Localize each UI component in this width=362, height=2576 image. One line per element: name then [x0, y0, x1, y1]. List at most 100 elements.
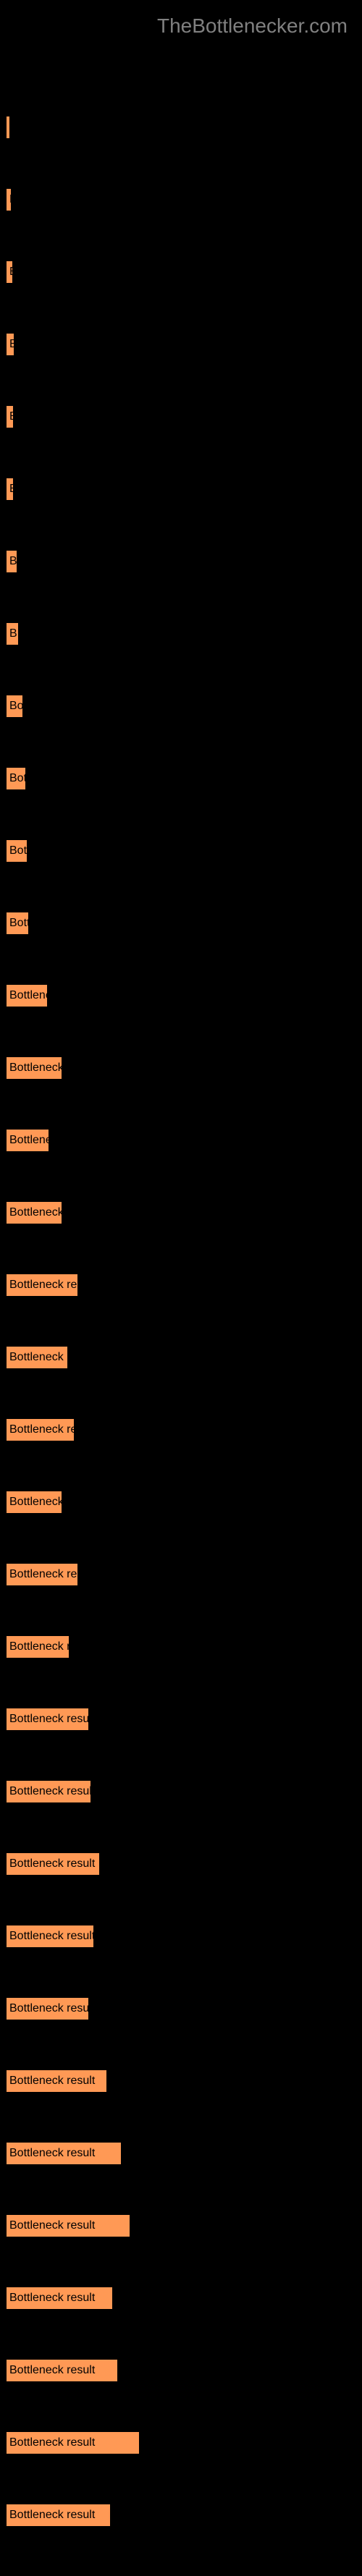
- bar-row: Bottleneck result: [6, 2504, 362, 2527]
- bar-label: B: [9, 193, 12, 206]
- bar-label: B: [9, 338, 14, 351]
- bar-row: Bottleneck result: [6, 1708, 362, 1731]
- bar-row: Bottleneck result: [6, 2069, 362, 2093]
- bar-row: B: [6, 260, 362, 284]
- bar-label: Bottleneck result: [9, 2436, 95, 2449]
- bar: B: [6, 405, 14, 428]
- bar-label: Bottleneck re: [9, 1496, 62, 1509]
- bar-row: Bottleneck result: [6, 1997, 362, 2020]
- bar-label: Bottleneck result: [9, 2509, 95, 2522]
- bar-label: Bottleneck result: [9, 1930, 94, 1943]
- bar-label: Bottleneck result: [9, 2364, 95, 2377]
- bar-row: Bottleneck result: [6, 2142, 362, 2165]
- bar-label: Bottleneck resu: [9, 1640, 70, 1653]
- bar-row: Bott: [6, 767, 362, 790]
- bar: [6, 116, 10, 139]
- bar-row: Bottleneck resu: [6, 1635, 362, 1658]
- bar: Bottleneck result: [6, 2359, 118, 2382]
- bar-label: B: [9, 627, 17, 640]
- bar-label: Bottleneck result: [9, 2292, 95, 2305]
- bar-label: Bott: [9, 917, 29, 930]
- bar: Bottleneck result: [6, 1780, 91, 1803]
- bar-row: Bottleneck result: [6, 2431, 362, 2454]
- bar: Bottleneck re: [6, 1491, 62, 1514]
- bar: Bottleneck result: [6, 1274, 78, 1297]
- bar-row: Bottleneck result: [6, 1563, 362, 1586]
- bar-label: Bottleneck result: [9, 1713, 89, 1726]
- bar: Bott: [6, 912, 29, 935]
- bar-row: B: [6, 550, 362, 573]
- bar-row: B: [6, 405, 362, 428]
- bar: Bottleneck result: [6, 2504, 111, 2527]
- bar: B: [6, 478, 14, 501]
- bar: Bot: [6, 839, 28, 863]
- bar: B: [6, 550, 17, 573]
- bar-chart: B B B B B B B Bo Bott Bot Bott Bottlene Bottleneck r…: [0, 0, 362, 2527]
- bar-label: B: [9, 483, 14, 496]
- bar-row: Bott: [6, 912, 362, 935]
- bar-label: Bottleneck res: [9, 1206, 62, 1219]
- bar: Bottleneck: [6, 1129, 49, 1152]
- bar-row: Bottleneck re: [6, 1491, 362, 1514]
- bar-row: Bottleneck result: [6, 2214, 362, 2237]
- bar: Bo: [6, 695, 23, 718]
- bar-row: Bot: [6, 839, 362, 863]
- bar-label: Bottleneck result: [9, 2075, 95, 2088]
- bar: Bottleneck result: [6, 2069, 107, 2093]
- bar-row: Bottleneck result: [6, 2287, 362, 2310]
- bar: Bottleneck result: [6, 2142, 122, 2165]
- bar-label: Bottleneck resul: [9, 1423, 75, 1436]
- bar: B: [6, 260, 13, 284]
- bar: Bottleneck result: [6, 1563, 78, 1586]
- bar: Bottleneck re: [6, 1056, 62, 1080]
- bar-label: Bott: [9, 772, 26, 785]
- bar-row: Bottleneck result: [6, 2359, 362, 2382]
- bar-label: Bottleneck result: [9, 2147, 95, 2160]
- bar: Bottleneck result: [6, 2214, 130, 2237]
- bar: Bott: [6, 767, 26, 790]
- bar-label: Bottleneck result: [9, 1279, 78, 1292]
- bar-row: Bottleneck resul: [6, 1418, 362, 1441]
- bar-label: Bo: [9, 700, 23, 713]
- bar-row: Bottleneck result: [6, 1852, 362, 1876]
- bar: Bottleneck result: [6, 2287, 113, 2310]
- bar-row: Bottleneck: [6, 1129, 362, 1152]
- watermark-text: TheBottlenecker.com: [157, 14, 348, 38]
- bar: Bottleneck resu: [6, 1635, 70, 1658]
- bar: Bottleneck result: [6, 2431, 140, 2454]
- bar: B: [6, 333, 14, 356]
- bar-label: Bottleneck re: [9, 1062, 62, 1075]
- bar-row: Bottleneck re: [6, 1056, 362, 1080]
- bar-label: Bottleneck res: [9, 1351, 68, 1364]
- bar: Bottleneck res: [6, 1346, 68, 1369]
- bar-row: Bottleneck result: [6, 1274, 362, 1297]
- bar-row: Bo: [6, 695, 362, 718]
- bar-label: Bot: [9, 844, 27, 857]
- bar-label: Bottleneck result: [9, 2219, 95, 2232]
- bar: Bottleneck result: [6, 1997, 89, 2020]
- bar-row: Bottleneck res: [6, 1201, 362, 1224]
- bar: Bottlene: [6, 984, 48, 1007]
- bar-row: Bottleneck res: [6, 1346, 362, 1369]
- bar-label: Bottleneck result: [9, 2002, 89, 2015]
- bar: Bottleneck resul: [6, 1418, 75, 1441]
- bar: B: [6, 188, 12, 211]
- bar-label: B: [9, 266, 13, 279]
- bar-label: B: [9, 410, 14, 423]
- bar-label: B: [9, 555, 17, 568]
- bar: Bottleneck res: [6, 1201, 62, 1224]
- bar: B: [6, 622, 19, 645]
- bar-row: B: [6, 478, 362, 501]
- bar-label: Bottlene: [9, 989, 48, 1002]
- bar-label: Bottleneck: [9, 1134, 49, 1147]
- bar: Bottleneck result: [6, 1925, 94, 1948]
- bar-label: Bottleneck result: [9, 1785, 91, 1798]
- bar-row: B: [6, 188, 362, 211]
- bar-label: Bottleneck result: [9, 1857, 95, 1870]
- bar: Bottleneck result: [6, 1708, 89, 1731]
- bar-row: B: [6, 622, 362, 645]
- bar-label: Bottleneck result: [9, 1568, 78, 1581]
- bar-row: B: [6, 333, 362, 356]
- bar-row: Bottleneck result: [6, 1780, 362, 1803]
- bar: Bottleneck result: [6, 1852, 100, 1876]
